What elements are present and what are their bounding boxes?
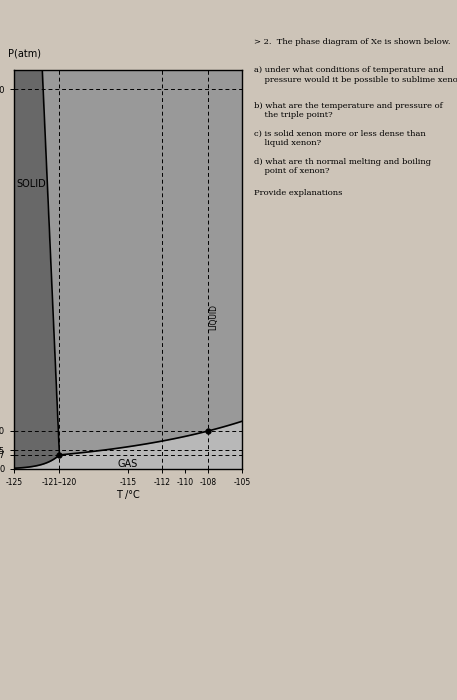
Polygon shape (43, 70, 242, 455)
Text: Provide explanations: Provide explanations (254, 189, 342, 197)
Polygon shape (14, 70, 59, 469)
X-axis label: T /°C: T /°C (116, 490, 140, 500)
Text: d) what are th normal melting and boiling
    point of xenon?: d) what are th normal melting and boilin… (254, 158, 431, 175)
Text: c) is solid xenon more or less dense than
    liquid xenon?: c) is solid xenon more or less dense tha… (254, 130, 425, 147)
Text: GAS: GAS (118, 459, 138, 469)
Text: LIQUID: LIQUID (209, 304, 218, 330)
Text: b) what are the temperature and pressure of
    the triple point?: b) what are the temperature and pressure… (254, 102, 442, 119)
Text: SOLID: SOLID (16, 179, 46, 189)
Text: P(atm): P(atm) (8, 48, 41, 59)
Text: > 2.  The phase diagram of Xe is shown below.: > 2. The phase diagram of Xe is shown be… (254, 38, 450, 46)
Text: a) under what conditions of temperature and
    pressure would it be possible to: a) under what conditions of temperature … (254, 66, 457, 84)
